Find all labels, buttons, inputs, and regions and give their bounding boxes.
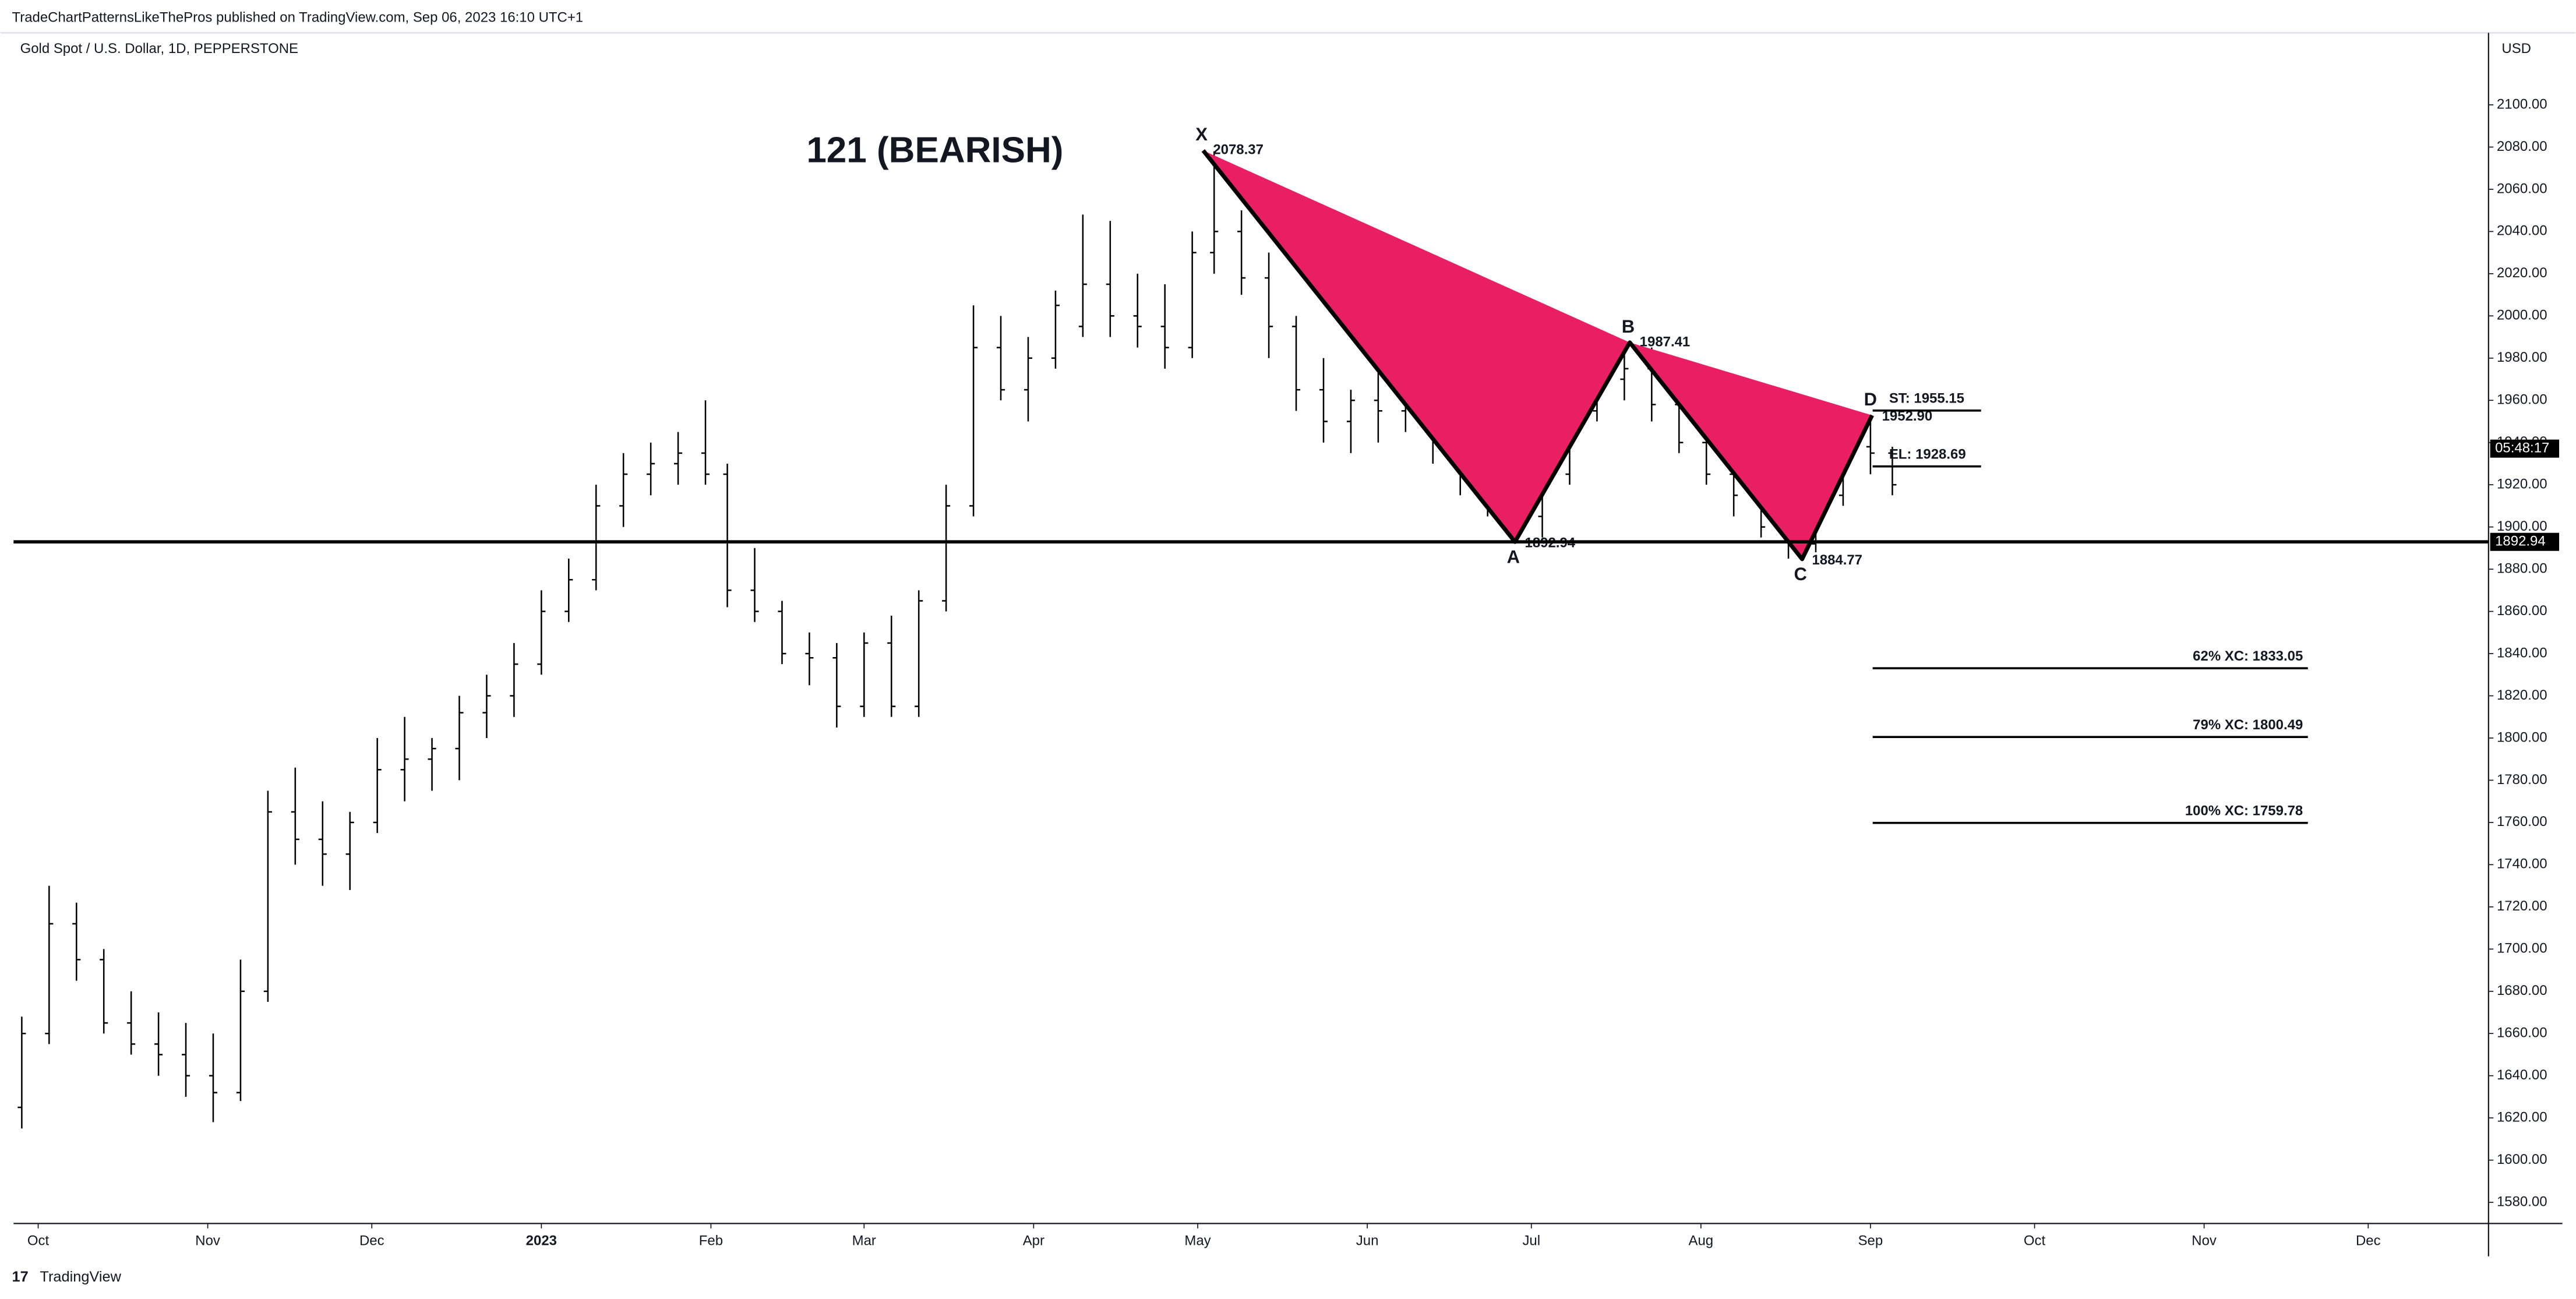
x-tick-label: Aug [1689,1233,1714,1249]
y-tick-label: 1640.00 [2497,1067,2547,1083]
y-tick-label: 1720.00 [2497,898,2547,914]
pattern-legs [1201,149,1874,562]
x-tick-label: Nov [195,1233,220,1249]
y-tick-label: 1580.00 [2497,1194,2547,1209]
y-tick-label: 1680.00 [2497,983,2547,998]
pattern-point-name: B [1622,316,1635,337]
trade-level-label: EL: 1928.69 [1889,446,1966,462]
x-tick-label: Mar [852,1233,876,1249]
publisher: TradeChartPatternsLikeThePros published … [12,9,583,25]
y-tick-label: 1860.00 [2497,603,2547,619]
pattern-point-name: X [1195,124,1208,144]
pattern-bcd [1629,342,1872,559]
brand: TradingView [40,1269,121,1285]
y-tick-label: 1820.00 [2497,687,2547,703]
y-tick-label: 2040.00 [2497,223,2547,239]
y-tick-label: 1620.00 [2497,1109,2547,1125]
pattern-point-name: D [1864,389,1877,410]
support-price-label: 1892.94 [2495,534,2546,549]
x-tick-label: Sep [1858,1233,1883,1249]
y-tick-label: 1980.00 [2497,350,2547,365]
countdown-box [2490,439,2560,458]
fib-level-label: 62% XC: 1833.05 [2193,648,2303,664]
y-tick-label: 1740.00 [2497,856,2547,872]
y-tick-label: 2000.00 [2497,308,2547,323]
x-tick-label: Oct [2024,1233,2046,1249]
x-tick-label: Jun [1356,1233,1379,1249]
symbol: Gold Spot / U.S. Dollar, 1D, PEPPERSTONE [20,41,298,57]
x-tick-label: Feb [699,1233,723,1249]
price-axis-box [2490,532,2560,551]
pattern-point-name: A [1507,547,1520,567]
y-tick-label: 1660.00 [2497,1025,2547,1041]
y-tick-label: 1600.00 [2497,1152,2547,1167]
x-tick-label: Jul [1522,1233,1540,1249]
x-tick-label: Nov [2192,1233,2217,1249]
countdown: 05:48:17 [2495,440,2549,456]
y-tick-label: 1800.00 [2497,729,2547,745]
pattern-point-price: 2078.37 [1213,142,1264,158]
y-tick-label: 2020.00 [2497,265,2547,281]
pattern-point-price: 1884.77 [1812,552,1862,568]
chart-title: 121 (BEARISH) [806,130,1063,171]
logo-mark: 17 [12,1269,28,1285]
y-tick-label: 1900.00 [2497,518,2547,534]
x-tick-label: Dec [2356,1233,2381,1249]
y-tick-label: 2100.00 [2497,96,2547,112]
y-tick-label: 1840.00 [2497,645,2547,661]
y-tick-label: 2060.00 [2497,181,2547,196]
y-tick-label: 1920.00 [2497,476,2547,492]
pattern-point-name: C [1794,564,1807,584]
y-tick-label: 1960.00 [2497,392,2547,408]
y-tick-label: 1880.00 [2497,560,2547,576]
fib-level-label: 79% XC: 1800.49 [2193,717,2303,733]
pattern-point-price: 1987.41 [1640,334,1691,350]
x-tick-label: Dec [359,1233,384,1249]
currency: USD [2501,41,2531,57]
pattern-xab [1203,150,1630,542]
y-tick-label: 1780.00 [2497,772,2547,788]
y-tick-label: 1760.00 [2497,814,2547,829]
y-tick-label: 1700.00 [2497,941,2547,956]
y-tick-label: 2080.00 [2497,139,2547,154]
x-tick-label: Apr [1023,1233,1044,1249]
x-tick-label: Oct [27,1233,50,1249]
x-tick-label: May [1184,1233,1211,1249]
fib-level-label: 100% XC: 1759.78 [2185,803,2303,818]
trade-level-label: ST: 1955.15 [1889,390,1964,406]
x-tick-label: 2023 [526,1233,557,1249]
